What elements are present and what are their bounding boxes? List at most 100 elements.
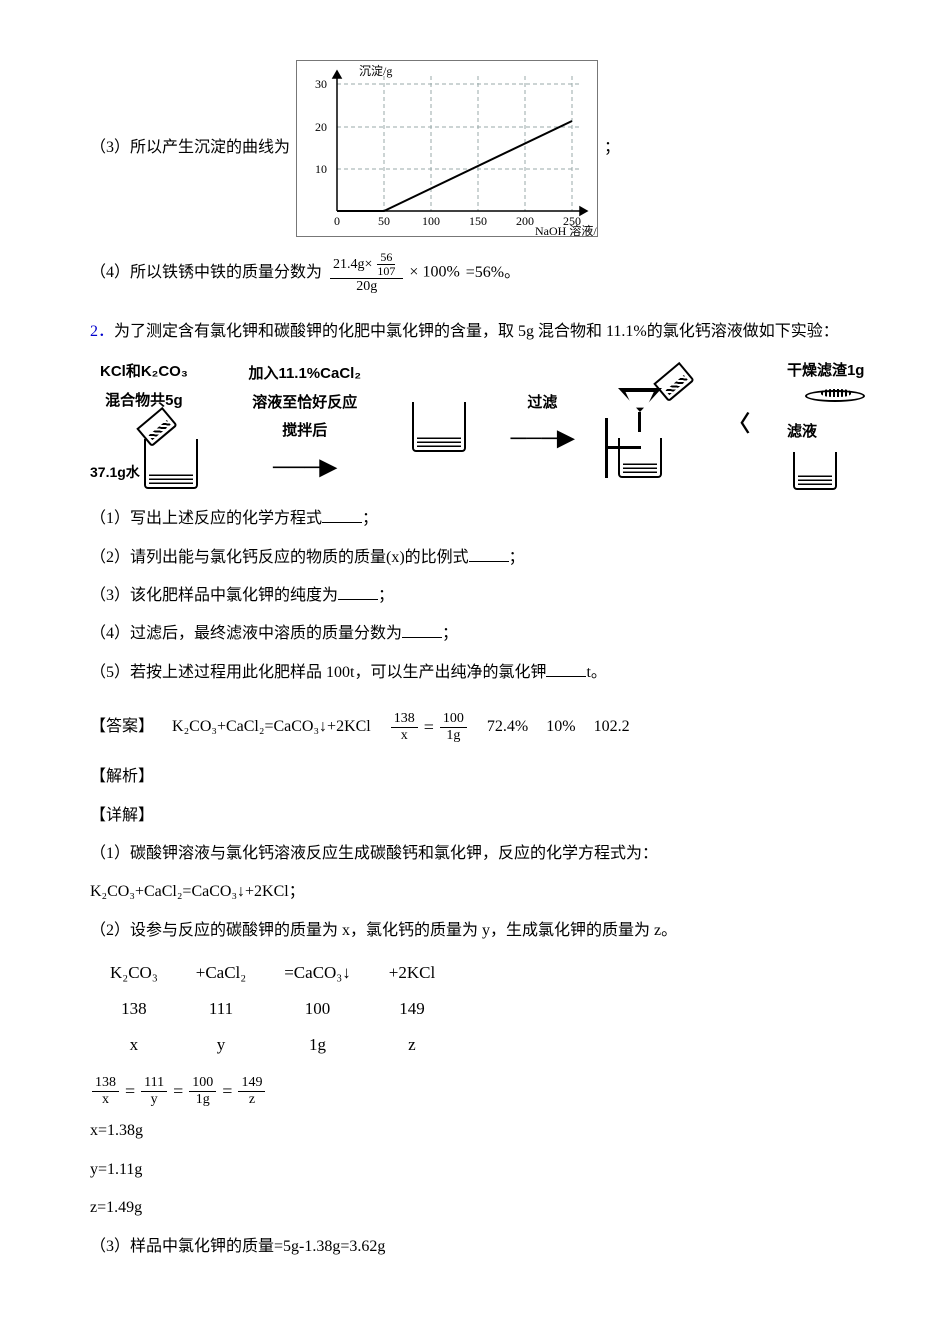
- step-filter: [619, 370, 691, 478]
- s2-text: （2）请列出能与氯化钙反应的物质的质量(x)的比例式: [90, 549, 469, 566]
- mix-label: KCl和K₂CO₃ 混合物共5g: [100, 358, 188, 415]
- add-label-1: 加入11.1%CaCl₂: [248, 360, 361, 389]
- c2d: y: [148, 1092, 161, 1107]
- svg-text:10: 10: [315, 162, 327, 176]
- p2-intro: 2．为了测定含有氯化钾和碳酸钾的化肥中氯化钾的含量，取 5g 混合物和 11.1…: [90, 317, 865, 347]
- bracket-icon: 〈: [728, 403, 750, 445]
- stir-label: 搅拌后: [282, 417, 327, 446]
- experiment-diagram: KCl和K₂CO₃ 混合物共5g 37.1g水 加入11.1%CaCl₂ 溶液至…: [90, 357, 865, 490]
- answer-eq: K₂CO₃+CaCl₂=CaCO₃↓+2KCl: [172, 712, 371, 742]
- p2-intro-text: 为了测定含有氯化钾和碳酸钾的化肥中氯化钾的含量，取 5g 混合物和 11.1%的…: [114, 323, 839, 340]
- answer-line: 【答案】 K₂CO₃+CaCl₂=CaCO₃↓+2KCl 138x = 1001…: [90, 702, 865, 752]
- stand-icon: [605, 418, 608, 478]
- cell: 1g: [266, 1028, 369, 1062]
- step-mix: KCl和K₂CO₃ 混合物共5g 37.1g水: [90, 358, 198, 489]
- s5-text-b: t。: [586, 664, 606, 681]
- ratio-nr: 100: [440, 711, 467, 727]
- answer-a4: 10%: [546, 712, 575, 742]
- svg-text:NaOH 溶液/g: NaOH 溶液/g: [535, 223, 597, 236]
- water-label: 37.1g水: [90, 459, 140, 486]
- q3-prefix: （3）所以产生沉淀的曲线为: [90, 133, 290, 163]
- svg-text:50: 50: [378, 214, 390, 228]
- answer-label: 【答案】: [90, 712, 154, 742]
- ratio-nl: 138: [391, 711, 418, 727]
- filtrate-label: 滤液: [787, 418, 817, 447]
- q4-formula: 21.4g×56107 20g × 100%: [328, 251, 460, 295]
- beaker4-icon: [793, 452, 837, 490]
- jiexi-label: 【解析】: [90, 762, 865, 792]
- p2-number: 2．: [90, 323, 114, 340]
- p2-s2: （2）请列出能与氯化钙反应的物质的质量(x)的比例式 ；: [90, 543, 865, 573]
- arrow-stir: 搅拌后 ───▶: [265, 417, 345, 487]
- cell: z: [371, 1028, 453, 1062]
- stoich-table: K₂CO₃ +CaCl₂ =CaCO₃↓ +2KCl 138 111 100 1…: [90, 954, 455, 1064]
- d2: （2）设参与反应的碳酸钾的质量为 x，氯化钙的质量为 y，生成氯化钾的质量为 z…: [90, 916, 865, 946]
- svg-text:0: 0: [334, 214, 340, 228]
- cell: x: [92, 1028, 176, 1062]
- svg-text:100: 100: [422, 214, 440, 228]
- add-label-2: 溶液至恰好反应: [252, 389, 357, 418]
- table-row: K₂CO₃ +CaCl₂ =CaCO₃↓ +2KCl: [92, 956, 453, 990]
- dry-label: 干燥滤渣1g: [787, 357, 865, 386]
- svg-text:150: 150: [469, 214, 487, 228]
- answer-a3: 72.4%: [487, 712, 528, 742]
- arrow-filter: 过滤 ───▶: [503, 389, 583, 459]
- p2-s3: （3）该化肥样品中氯化钾的纯度为；: [90, 581, 865, 611]
- xiangjie-label: 【详解】: [90, 801, 865, 831]
- xval: x=1.38g: [90, 1116, 865, 1146]
- p2-s1: （1）写出上述反应的化学方程式 ；: [90, 504, 865, 534]
- s2-semi: ；: [509, 549, 525, 566]
- cell: +CaCl₂: [178, 956, 264, 990]
- beaker-icon: [144, 439, 198, 489]
- cell: y: [178, 1028, 264, 1062]
- step-add: 加入11.1%CaCl₂ 溶液至恰好反应 搅拌后 ───▶: [235, 360, 375, 487]
- c1n: 138: [92, 1075, 119, 1091]
- c3d: 1g: [193, 1092, 213, 1107]
- c4n: 149: [238, 1075, 265, 1091]
- q3-suffix: ；: [604, 133, 620, 163]
- answer-ratio: 138x = 1001g: [389, 710, 469, 744]
- blank-2: [469, 546, 509, 562]
- svg-text:沉淀/g: 沉淀/g: [359, 64, 392, 78]
- q4-num-a: 21.4g×: [333, 257, 372, 272]
- table-row: 138 111 100 149: [92, 992, 453, 1026]
- q4-prefix: （4）所以铁锈中铁的质量分数为: [90, 258, 322, 288]
- answer-a5: 102.2: [594, 712, 630, 742]
- ratio-dl: x: [398, 728, 411, 743]
- blank-4: [402, 622, 442, 638]
- d1b: K₂CO₃+CaCl₂=CaCO₃↓+2KCl；: [90, 877, 865, 907]
- yval: y=1.11g: [90, 1155, 865, 1185]
- s1-semi: ；: [362, 510, 378, 527]
- blank-1: [322, 507, 362, 523]
- p2-s5: （5）若按上述过程用此化肥样品 100t，可以生产出纯净的氯化钾t。: [90, 658, 865, 688]
- dish-icon: [805, 390, 865, 402]
- c4d: z: [246, 1092, 258, 1107]
- step-beaker2: [412, 396, 466, 452]
- c3n: 100: [189, 1075, 216, 1091]
- q4-result: =56%。: [466, 258, 520, 288]
- q4-den: 20g: [353, 279, 380, 294]
- table-row: x y 1g z: [92, 1028, 453, 1062]
- s1-text: （1）写出上述反应的化学方程式: [90, 510, 322, 527]
- d3: （3）样品中氯化钾的质量=5g-1.38g=3.62g: [90, 1232, 865, 1262]
- beaker2-icon: [412, 402, 466, 452]
- svg-text:20: 20: [315, 120, 327, 134]
- svg-text:30: 30: [315, 77, 327, 91]
- q4-times100: × 100%: [409, 264, 459, 281]
- zval: z=1.49g: [90, 1193, 865, 1223]
- cell: 138: [92, 992, 176, 1026]
- blank-3: [338, 584, 378, 600]
- chain-eq: 138x= 111y= 1001g= 149z: [90, 1074, 865, 1108]
- c1d: x: [99, 1092, 112, 1107]
- cell: +2KCl: [371, 956, 453, 990]
- p2-s4: （4）过滤后，最终滤液中溶质的质量分数为；: [90, 619, 865, 649]
- q4-line: （4）所以铁锈中铁的质量分数为 21.4g×56107 20g × 100% =…: [90, 251, 865, 295]
- precipitate-chart: 0 50 100 150 200 250 10 20 30 沉淀/g NaOH …: [296, 60, 598, 237]
- d1a: （1）碳酸钾溶液与氯化钙溶液反应生成碳酸钙和氯化钾，反应的化学方程式为：: [90, 839, 865, 869]
- c2n: 111: [141, 1075, 167, 1091]
- s3-text: （3）该化肥样品中氯化钾的纯度为: [90, 587, 338, 604]
- cell: K₂CO₃: [92, 956, 176, 990]
- ratio-dr: 1g: [443, 728, 463, 743]
- q4-56: 56: [377, 251, 395, 265]
- cell: 100: [266, 992, 369, 1026]
